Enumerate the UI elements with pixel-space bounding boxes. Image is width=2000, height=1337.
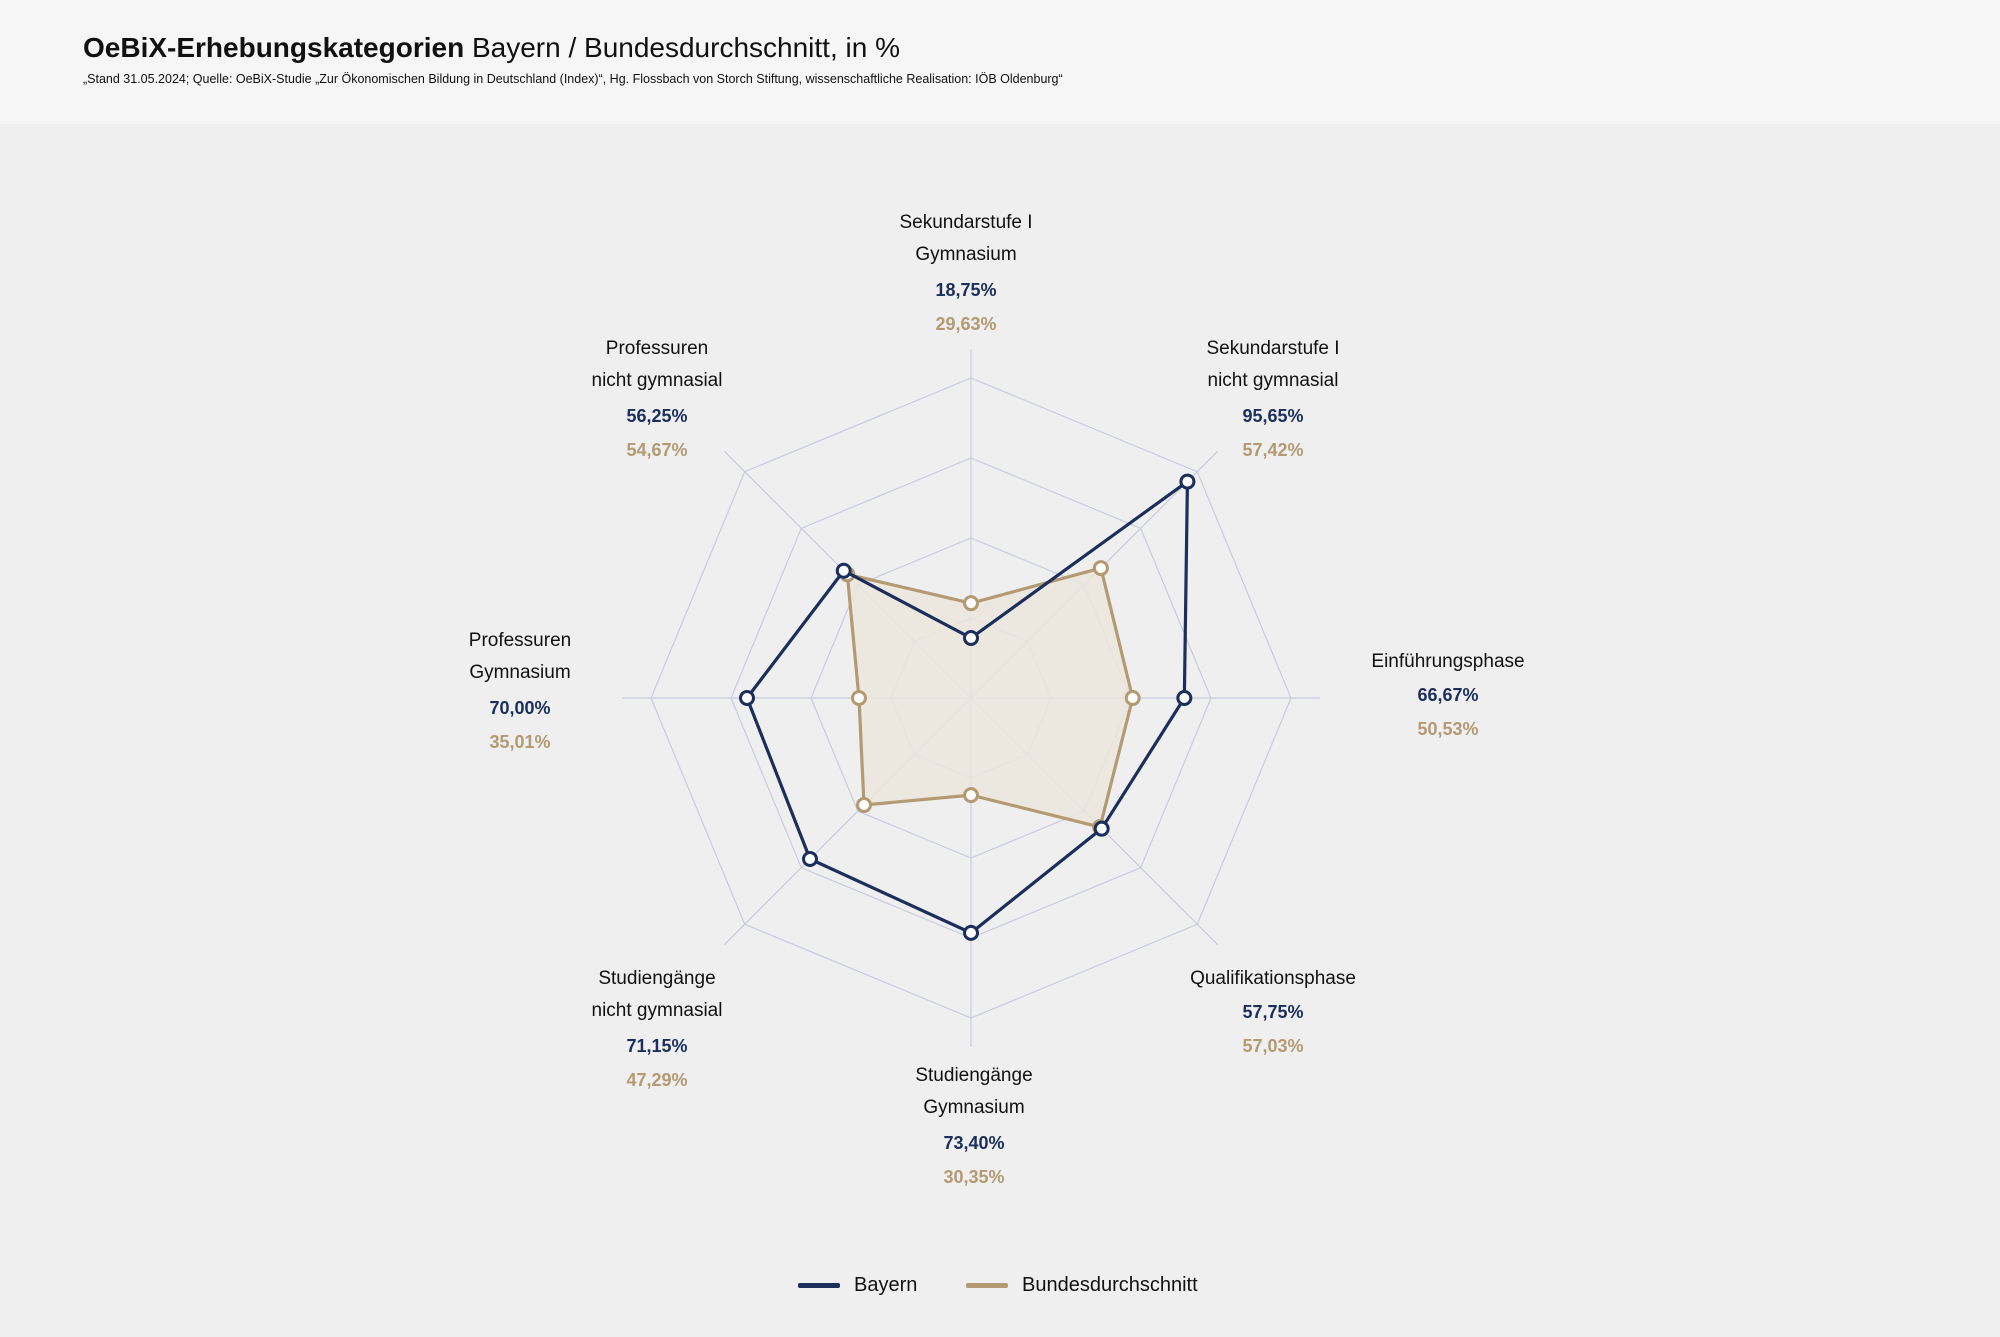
axis-label-6-line-2: nicht gymnasial <box>592 1000 723 1021</box>
data-point-bayern-7 <box>739 690 755 706</box>
data-point-bundesdurchschnitt-3 <box>1124 690 1141 706</box>
axis-label-8-line-2: nicht gymnasial <box>592 370 723 391</box>
legend-label-bundesdurchschnitt: Bundesdurchschnitt <box>1022 1273 1198 1296</box>
axis-label-7-line-2: Gymnasium <box>469 662 570 683</box>
chart-source: „Stand 31.05.2024; Quelle: OeBiX-Studie … <box>83 72 1063 86</box>
axis-label-2-line-2: nicht gymnasial <box>1208 370 1339 391</box>
value-label-bayern-2: 95,65% <box>1242 406 1303 426</box>
axis-label-2-line-1: Sekundarstufe I <box>1206 338 1339 359</box>
axis-label-5-line-2: Gymnasium <box>923 1097 1024 1118</box>
value-label-bundesdurchschnitt-3: 50,53% <box>1417 719 1478 739</box>
axis-label-5-line-1: Studiengänge <box>915 1065 1032 1086</box>
data-point-bundesdurchschnitt-7 <box>850 690 867 706</box>
data-point-bayern-2 <box>1179 473 1196 490</box>
chart-title-bold: OeBiX-Erhebungskategorien <box>83 32 465 63</box>
legend-swatch-bundesdurchschnitt <box>966 1282 1008 1288</box>
axis-label-8-line-1: Professuren <box>606 338 708 359</box>
value-label-bayern-6: 71,15% <box>626 1036 687 1056</box>
axis-label-7-line-1: Professuren <box>469 630 571 651</box>
value-label-bayern-3: 66,67% <box>1417 685 1478 705</box>
chart-title-rest: Bayern / Bundesdurchschnitt, in % <box>471 32 900 63</box>
data-point-bayern-5 <box>963 924 979 941</box>
axis-label-3-line-1: Einführungsphase <box>1371 651 1524 672</box>
value-label-bayern-1: 18,75% <box>935 280 996 300</box>
data-point-bundesdurchschnitt-5 <box>963 787 979 804</box>
value-label-bundesdurchschnitt-8: 54,67% <box>626 440 687 460</box>
value-label-bundesdurchschnitt-6: 47,29% <box>626 1070 687 1090</box>
value-label-bundesdurchschnitt-2: 57,42% <box>1242 440 1303 460</box>
data-point-bundesdurchschnitt-1 <box>963 595 979 612</box>
data-point-bundesdurchschnitt-2 <box>1092 560 1109 577</box>
axis-label-1-line-1: Sekundarstufe I <box>899 212 1032 233</box>
value-label-bundesdurchschnitt-5: 30,35% <box>943 1167 1004 1187</box>
series-area-bundesdurchschnitt <box>847 568 1133 828</box>
data-point-bayern-1 <box>963 630 979 646</box>
radar-chart: Sekundarstufe I Gymnasium 18,75% 29,63% Seku… <box>469 212 1525 1187</box>
value-label-bundesdurchschnitt-4: 57,03% <box>1242 1036 1303 1056</box>
value-label-bayern-4: 57,75% <box>1242 1002 1303 1022</box>
data-point-bayern-3 <box>1176 690 1193 706</box>
axis-label-4-line-1: Qualifikationsphase <box>1190 968 1356 989</box>
legend-swatch-bayern <box>798 1282 840 1288</box>
value-label-bayern-7: 70,00% <box>489 698 550 718</box>
axis-label-6-line-1: Studiengänge <box>598 968 715 989</box>
legend-item-bundesdurchschnitt: Bundesdurchschnitt <box>966 1270 1198 1300</box>
chart-header: OeBiX-Erhebungskategorien Bayern / Bunde… <box>0 0 2000 124</box>
value-label-bundesdurchschnitt-1: 29,63% <box>935 314 996 334</box>
value-label-bundesdurchschnitt-7: 35,01% <box>489 732 550 752</box>
data-point-bayern-8 <box>835 562 852 579</box>
legend: Bayern Bundesdurchschnitt <box>0 1270 2000 1300</box>
chart-title: OeBiX-Erhebungskategorien Bayern / Bunde… <box>83 30 900 66</box>
data-point-bayern-6 <box>802 850 819 867</box>
legend-item-bayern: Bayern <box>798 1270 917 1300</box>
value-label-bayern-8: 56,25% <box>626 406 687 426</box>
data-point-bayern-4 <box>1093 820 1110 837</box>
value-label-bayern-5: 73,40% <box>943 1133 1004 1153</box>
data-point-bundesdurchschnitt-6 <box>855 797 872 814</box>
legend-label-bayern: Bayern <box>854 1273 918 1296</box>
axis-label-1-line-2: Gymnasium <box>915 244 1016 265</box>
